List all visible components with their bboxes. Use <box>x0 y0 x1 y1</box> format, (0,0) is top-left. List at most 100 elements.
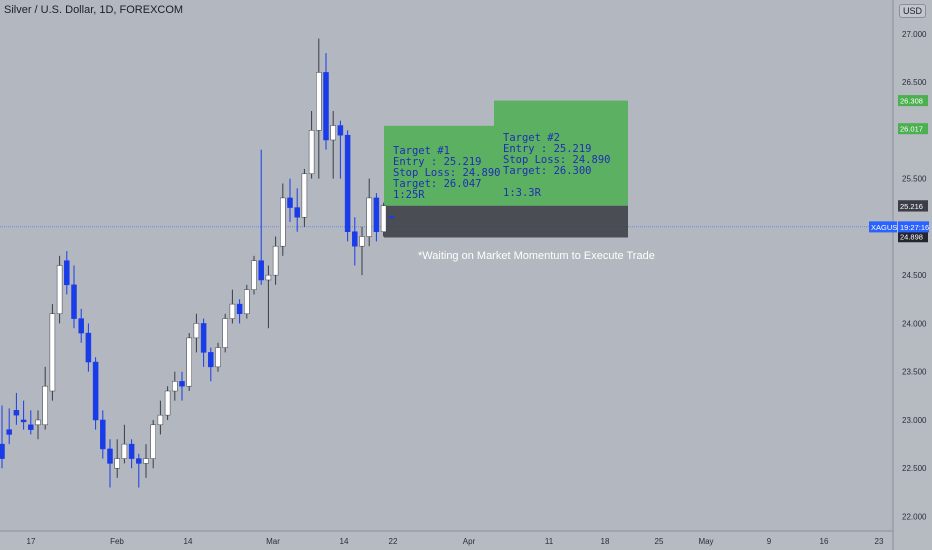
svg-text:24.898: 24.898 <box>900 233 923 242</box>
candle-body <box>215 347 221 368</box>
price-tag: 24.898 <box>898 231 928 243</box>
x-tick-label: Apr <box>463 537 476 546</box>
candle-body <box>244 289 250 315</box>
svg-text:26.308: 26.308 <box>900 97 923 106</box>
candle-body <box>56 265 63 315</box>
candle-body <box>85 332 92 363</box>
candle-body <box>229 303 236 319</box>
svg-text:19:27:16: 19:27:16 <box>900 223 929 232</box>
svg-text:25.216: 25.216 <box>900 202 923 211</box>
trade-note: *Waiting on Market Momentum to Execute T… <box>418 250 655 262</box>
price-tag: 25.216 <box>898 200 928 212</box>
candle-body <box>373 197 380 232</box>
candle-body <box>236 303 243 315</box>
x-tick-label: Mar <box>266 537 280 546</box>
price-tag: 26.308 <box>898 95 928 107</box>
svg-text:26.017: 26.017 <box>900 125 923 134</box>
candle-body <box>164 390 171 416</box>
y-tick-label: 25.500 <box>902 175 927 184</box>
x-tick-label: 9 <box>767 537 772 546</box>
y-tick-label: 26.500 <box>902 78 927 87</box>
price-tag: 26.017 <box>898 123 928 135</box>
candle-body <box>64 260 70 286</box>
plot-area <box>0 0 893 531</box>
candle-body <box>121 443 128 459</box>
candle-body <box>92 361 99 421</box>
candle-body <box>49 313 56 392</box>
y-tick-label: 24.500 <box>902 271 927 280</box>
candle-body <box>136 458 142 464</box>
y-tick-label: 22.500 <box>902 464 927 473</box>
candle-body <box>6 429 12 435</box>
x-tick-label: 14 <box>184 537 193 546</box>
candle-body <box>287 197 293 208</box>
stop-loss-zone <box>384 205 628 238</box>
candle-body <box>193 323 200 339</box>
candle-body <box>337 125 344 136</box>
x-tick-label: 11 <box>545 537 554 546</box>
candle-body <box>186 337 192 387</box>
y-tick-label: 23.000 <box>902 416 927 425</box>
x-tick-label: 23 <box>875 537 884 546</box>
candle-body <box>172 381 178 392</box>
x-tick-label: 16 <box>820 537 829 546</box>
candle-body <box>28 424 34 430</box>
candle-body <box>308 130 315 175</box>
candle-body <box>143 458 149 464</box>
candle-body <box>208 352 214 368</box>
x-tick-label: May <box>698 537 713 546</box>
candle-body <box>150 424 156 459</box>
candle-body <box>344 134 351 232</box>
candle-body <box>100 419 106 450</box>
candle-body <box>107 448 113 464</box>
candle-body <box>71 284 77 319</box>
target2-profit-zone <box>494 100 628 206</box>
y-tick-label: 27.000 <box>902 30 927 39</box>
candle-body <box>280 197 286 247</box>
time-axis <box>0 531 893 550</box>
candle-body <box>78 318 84 334</box>
candle-body <box>20 419 27 423</box>
candle-body <box>359 236 365 247</box>
x-tick-label: 25 <box>655 537 664 546</box>
candle-body <box>42 385 48 426</box>
current-time-tag: 19:27:16 <box>898 221 929 233</box>
candle-body <box>157 414 164 426</box>
x-tick-label: Feb <box>110 537 124 546</box>
candle-body <box>13 410 20 416</box>
candle-body <box>200 323 207 353</box>
price-axis <box>893 0 932 550</box>
currency-badge[interactable]: USD <box>898 4 926 18</box>
candle-body <box>35 419 41 426</box>
entry-arrow-icon <box>387 215 394 220</box>
candle-body <box>272 245 279 276</box>
candle-body <box>330 125 336 141</box>
y-tick-label: 22.000 <box>902 513 927 522</box>
candle-body <box>316 72 322 131</box>
candle-body <box>323 72 329 141</box>
candle-body <box>222 318 228 348</box>
target1-label: Target #1 Entry : 25.219 Stop Loss: 24.8… <box>393 145 501 201</box>
candle-body <box>380 205 387 232</box>
candle-body <box>0 443 5 459</box>
target1-profit-zone <box>384 125 494 206</box>
candle-body <box>128 443 135 459</box>
candle-body <box>251 260 257 290</box>
candle-body <box>352 231 358 247</box>
target2-label: Target #2 Entry : 25.219 Stop Loss: 24.8… <box>503 132 611 199</box>
candle-body <box>179 381 185 387</box>
candle-body <box>294 207 300 218</box>
svg-text:XAGUSD: XAGUSD <box>871 223 903 232</box>
candle-body <box>301 173 308 218</box>
y-tick-label: 23.500 <box>902 368 927 377</box>
candle-body <box>366 197 372 237</box>
x-tick-label: 14 <box>340 537 349 546</box>
price-tag: XAGUSD <box>869 221 903 233</box>
candle-body <box>265 274 272 281</box>
candle-body <box>258 260 264 281</box>
y-tick-label: 24.000 <box>902 319 927 328</box>
symbol-title: Silver / U.S. Dollar, 1D, FOREXCOM <box>4 4 184 16</box>
x-tick-label: 17 <box>27 537 36 546</box>
candle-body <box>114 458 120 469</box>
